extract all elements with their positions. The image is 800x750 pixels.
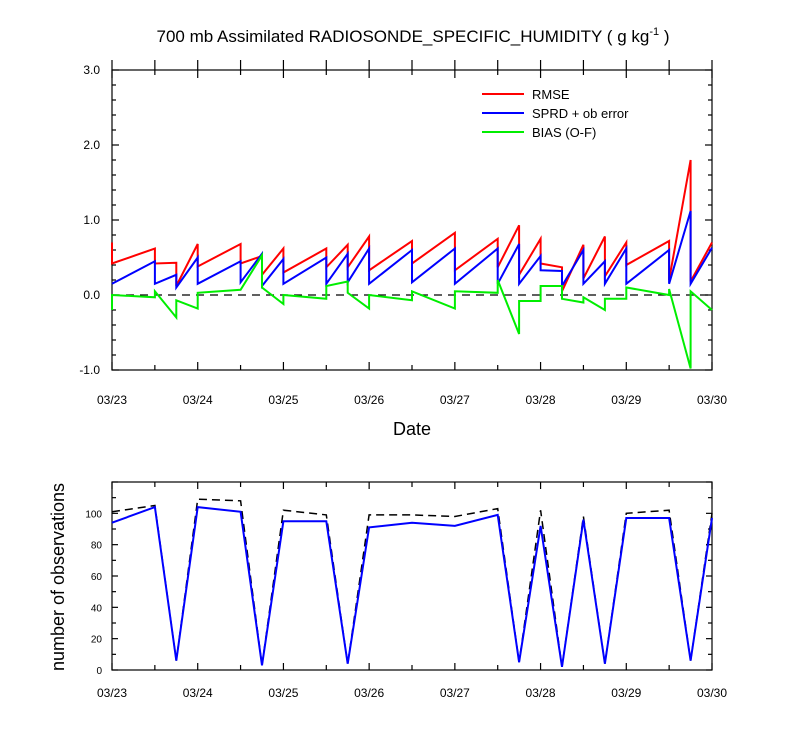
x-axis-title: Date <box>393 419 431 439</box>
chart-title: 700 mb Assimilated RADIOSONDE_SPECIFIC_H… <box>157 26 670 46</box>
x-tick-label: 03/26 <box>354 393 384 407</box>
plot-frame <box>111 481 713 671</box>
x-tick-label: 03/29 <box>611 686 641 700</box>
top-chart: 700 mb Assimilated RADIOSONDE_SPECIFIC_H… <box>79 26 727 439</box>
x-tick-label: 03/25 <box>268 393 298 407</box>
legend-bias-label: BIAS (O-F) <box>532 125 596 140</box>
y-tick-label: -1.0 <box>79 363 100 377</box>
series-line-assimilated <box>111 505 713 668</box>
y-tick-label: 60 <box>91 572 103 583</box>
x-tick-label: 03/28 <box>526 686 556 700</box>
y-tick-label: 0 <box>96 666 102 677</box>
y-axis-title-observations: number of observations <box>48 483 68 671</box>
x-tick-label: 03/30 <box>697 686 727 700</box>
x-tick-label: 03/30 <box>697 393 727 407</box>
y-tick-label: 100 <box>85 509 102 520</box>
x-tick-label: 03/26 <box>354 686 384 700</box>
x-tick-label: 03/29 <box>611 393 641 407</box>
series-line-bias-o-f <box>111 251 713 369</box>
top-plot-area: 03/23 03/24 03/25 03/26 03/27 03/28 03/29 03/30… <box>79 60 727 407</box>
x-tick-label: 03/27 <box>440 686 470 700</box>
series-line-possible <box>111 498 713 668</box>
bottom-chart: 03/23 03/24 03/25 03/26 03/27 03/28 03/29 03/30… <box>48 481 727 700</box>
bottom-plot-area: 03/23 03/24 03/25 03/26 03/27 03/28 03/29 03/30… <box>85 481 727 700</box>
x-tick-label: 03/28 <box>526 393 556 407</box>
y-tick-label: 40 <box>91 603 103 614</box>
legend-sprd-label: SPRD + ob error <box>532 106 629 121</box>
y-tick-label: 0.0 <box>83 288 100 302</box>
legend: RMSE SPRD + ob error BIAS (O-F) <box>482 87 629 140</box>
x-tick-label: 03/23 <box>97 393 127 407</box>
y-tick-label: 80 <box>91 541 103 552</box>
y-tick-label: 3.0 <box>83 63 100 77</box>
y-tick-label: 2.0 <box>83 138 100 152</box>
series-line-sprd-ob-error <box>111 210 713 291</box>
x-tick-label: 03/23 <box>97 686 127 700</box>
x-tick-label: 03/25 <box>268 686 298 700</box>
x-tick-label: 03/24 <box>183 686 213 700</box>
legend-rmse-label: RMSE <box>532 87 570 102</box>
x-tick-label: 03/24 <box>183 393 213 407</box>
x-tick-label: 03/27 <box>440 393 470 407</box>
y-tick-label: 20 <box>91 635 103 646</box>
y-tick-label: 1.0 <box>83 213 100 227</box>
